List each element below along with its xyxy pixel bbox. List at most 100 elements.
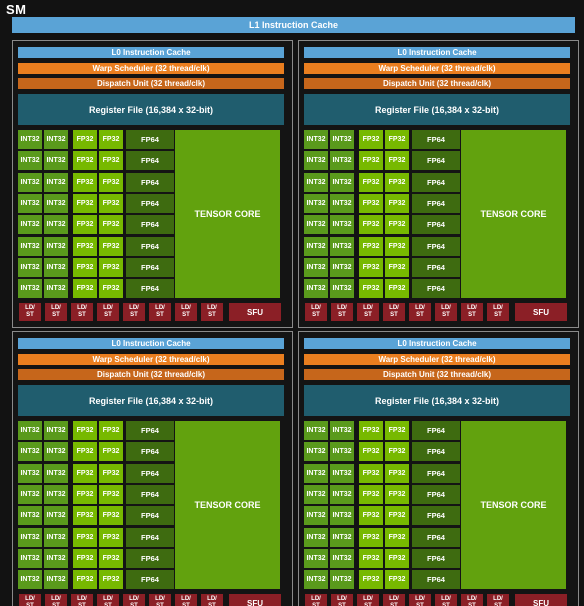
fp32-core: FP32 [73, 484, 97, 504]
fp32-core: FP32 [359, 527, 383, 547]
warp-scheduler: Warp Scheduler (32 thread/clk) [304, 63, 570, 74]
fp32-core: FP32 [359, 130, 383, 149]
ld-st-unit: LD/ST [19, 303, 41, 321]
fp32-core: FP32 [359, 570, 383, 590]
int32-core: INT32 [330, 548, 354, 568]
sm-title: SM [6, 2, 27, 17]
ld-st-unit: LD/ST [383, 303, 405, 321]
fp64-core: FP64 [126, 193, 174, 213]
int32-core: INT32 [18, 421, 42, 440]
fp64-core: FP64 [412, 484, 460, 504]
int32-core: INT32 [304, 463, 328, 483]
ld-st-unit: LD/ST [409, 594, 431, 606]
dispatch-unit: Dispatch Unit (32 thread/clk) [304, 78, 570, 89]
ld-st-unit: LD/ST [123, 303, 145, 321]
fp64-core: FP64 [412, 570, 460, 590]
int32-core: INT32 [18, 506, 42, 526]
fp32-core: FP32 [73, 527, 97, 547]
fp64-core: FP64 [126, 442, 174, 462]
fp32-core: FP32 [359, 215, 383, 235]
fp32-core: FP32 [359, 506, 383, 526]
fp32-core: FP32 [99, 548, 123, 568]
int32-core: INT32 [18, 570, 42, 590]
ld-st-unit: LD/ST [149, 594, 171, 606]
fp64-core: FP64 [412, 236, 460, 256]
fp32-core: FP32 [359, 548, 383, 568]
fp32-core: FP32 [99, 172, 123, 192]
int32-core: INT32 [304, 257, 328, 277]
fp32-core: FP32 [73, 279, 97, 299]
int32-core: INT32 [330, 236, 354, 256]
int32-core: INT32 [18, 484, 42, 504]
fp64-core: FP64 [412, 279, 460, 299]
fp64-core: FP64 [412, 172, 460, 192]
int32-core: INT32 [44, 130, 68, 149]
ld-st-unit: LD/ST [461, 303, 483, 321]
fp32-core: FP32 [73, 257, 97, 277]
fp32-core: FP32 [359, 442, 383, 462]
fp64-core: FP64 [412, 463, 460, 483]
fp32-core: FP32 [73, 548, 97, 568]
fp32-core: FP32 [359, 236, 383, 256]
dispatch-unit: Dispatch Unit (32 thread/clk) [18, 369, 284, 380]
int32-core: INT32 [330, 172, 354, 192]
fp32-core: FP32 [99, 236, 123, 256]
int32-core: INT32 [304, 506, 328, 526]
tensor-core: TENSOR CORE [175, 130, 280, 298]
fp32-core: FP32 [359, 279, 383, 299]
int32-core: INT32 [44, 421, 68, 440]
fp64-core: FP64 [126, 527, 174, 547]
int32-core: INT32 [44, 193, 68, 213]
fp32-core: FP32 [385, 527, 409, 547]
int32-core: INT32 [44, 527, 68, 547]
fp32-core: FP32 [385, 548, 409, 568]
ld-st-unit: LD/ST [97, 303, 119, 321]
fp64-core: FP64 [126, 570, 174, 590]
ld-st-unit: LD/ST [19, 594, 41, 606]
dispatch-unit: Dispatch Unit (32 thread/clk) [18, 78, 284, 89]
fp32-core: FP32 [385, 570, 409, 590]
int32-core: INT32 [18, 193, 42, 213]
fp32-core: FP32 [359, 172, 383, 192]
ld-st-unit: LD/ST [149, 303, 171, 321]
fp64-core: FP64 [126, 506, 174, 526]
int32-core: INT32 [304, 279, 328, 299]
processing-block-2: L0 Instruction Cache Warp Scheduler (32 t… [298, 40, 579, 328]
processing-block-1: L0 Instruction Cache Warp Scheduler (32 t… [12, 40, 293, 328]
ld-st-unit: LD/ST [45, 303, 67, 321]
int32-core: INT32 [304, 570, 328, 590]
tensor-core: TENSOR CORE [175, 421, 280, 589]
fp32-core: FP32 [359, 463, 383, 483]
fp32-core: FP32 [385, 257, 409, 277]
ld-st-unit: LD/ST [71, 594, 93, 606]
int32-core: INT32 [304, 442, 328, 462]
fp64-core: FP64 [126, 257, 174, 277]
int32-core: INT32 [330, 257, 354, 277]
warp-scheduler: Warp Scheduler (32 thread/clk) [18, 63, 284, 74]
fp64-core: FP64 [126, 236, 174, 256]
fp32-core: FP32 [73, 130, 97, 149]
int32-core: INT32 [330, 130, 354, 149]
int32-core: INT32 [304, 193, 328, 213]
sfu-unit: SFU [229, 594, 281, 606]
fp32-core: FP32 [385, 442, 409, 462]
fp32-core: FP32 [385, 484, 409, 504]
fp64-core: FP64 [412, 506, 460, 526]
fp32-core: FP32 [73, 463, 97, 483]
ld-st-unit: LD/ST [123, 594, 145, 606]
int32-core: INT32 [18, 151, 42, 171]
fp32-core: FP32 [359, 421, 383, 440]
ld-st-unit: LD/ST [409, 303, 431, 321]
fp64-core: FP64 [126, 463, 174, 483]
ld-st-unit: LD/ST [461, 594, 483, 606]
fp32-core: FP32 [73, 236, 97, 256]
fp32-core: FP32 [99, 257, 123, 277]
ld-st-unit: LD/ST [175, 303, 197, 321]
fp32-core: FP32 [385, 193, 409, 213]
l0-instruction-cache: L0 Instruction Cache [304, 47, 570, 58]
int32-core: INT32 [44, 215, 68, 235]
fp32-core: FP32 [99, 570, 123, 590]
ld-st-unit: LD/ST [331, 594, 353, 606]
int32-core: INT32 [330, 421, 354, 440]
